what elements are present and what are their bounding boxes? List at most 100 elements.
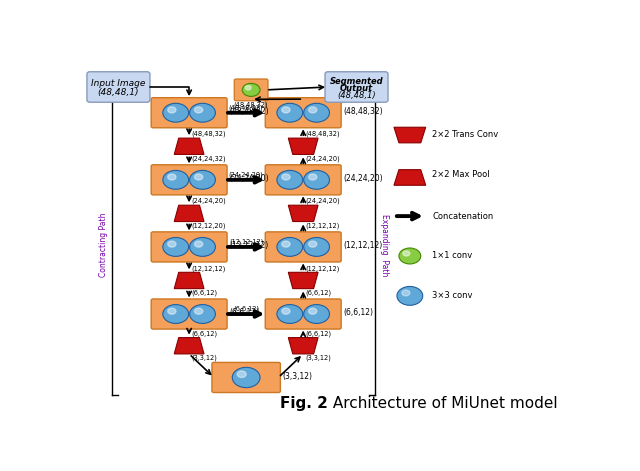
Circle shape (277, 103, 303, 122)
Circle shape (304, 237, 330, 256)
Text: (24,24,20): (24,24,20) (228, 171, 264, 178)
Circle shape (403, 251, 410, 256)
Text: Expanding  Path: Expanding Path (380, 214, 388, 276)
Text: (12,12,12): (12,12,12) (229, 238, 263, 245)
Text: (24,24,20): (24,24,20) (306, 198, 340, 204)
Text: Architecture of MiUnet model: Architecture of MiUnet model (328, 396, 557, 411)
Circle shape (195, 241, 203, 247)
Text: (3,3,12): (3,3,12) (191, 355, 218, 361)
FancyBboxPatch shape (87, 72, 150, 102)
Text: (48,48,32): (48,48,32) (234, 101, 268, 108)
Polygon shape (289, 338, 318, 354)
FancyBboxPatch shape (265, 232, 341, 262)
Circle shape (277, 171, 303, 189)
Circle shape (168, 107, 176, 113)
Polygon shape (289, 205, 318, 221)
FancyBboxPatch shape (265, 165, 341, 195)
Circle shape (168, 241, 176, 247)
Circle shape (304, 103, 330, 122)
Circle shape (304, 171, 330, 189)
Circle shape (168, 174, 176, 180)
FancyBboxPatch shape (265, 97, 341, 128)
Circle shape (308, 241, 317, 247)
Circle shape (397, 286, 423, 305)
Text: (12,12,12): (12,12,12) (229, 241, 268, 250)
Text: (48,48,1): (48,48,1) (337, 91, 376, 100)
Text: (12,12,12): (12,12,12) (191, 265, 226, 272)
Circle shape (163, 171, 189, 189)
FancyBboxPatch shape (234, 79, 268, 101)
Text: 3×3 conv: 3×3 conv (432, 292, 473, 300)
Text: (6,6,12): (6,6,12) (306, 289, 332, 296)
Text: Contracting Path: Contracting Path (99, 213, 108, 277)
Text: (6,6,12): (6,6,12) (343, 308, 373, 317)
Polygon shape (174, 138, 204, 154)
Text: Input Image: Input Image (92, 79, 146, 88)
FancyBboxPatch shape (325, 72, 388, 102)
Text: (48,48,32): (48,48,32) (306, 131, 340, 138)
Circle shape (195, 174, 203, 180)
Polygon shape (174, 338, 204, 354)
Circle shape (282, 308, 290, 314)
Text: (12,12,20): (12,12,20) (191, 222, 226, 229)
Text: (12,12,12): (12,12,12) (306, 265, 340, 272)
Circle shape (242, 83, 260, 97)
Text: (48,48,32): (48,48,32) (229, 107, 269, 116)
Text: Output: Output (340, 84, 373, 93)
Text: (3,3,12): (3,3,12) (306, 355, 332, 361)
Circle shape (282, 174, 290, 180)
Text: (6,6,12): (6,6,12) (191, 330, 218, 337)
Text: (12,12,12): (12,12,12) (306, 222, 340, 229)
Polygon shape (394, 127, 426, 143)
Text: Concatenation: Concatenation (432, 211, 493, 220)
Circle shape (195, 308, 203, 314)
FancyBboxPatch shape (151, 97, 227, 128)
Circle shape (282, 241, 290, 247)
Text: (6,6,12): (6,6,12) (229, 308, 259, 317)
Circle shape (399, 248, 420, 264)
Text: (24,24,20): (24,24,20) (343, 174, 383, 183)
Circle shape (189, 237, 216, 256)
Text: (6,6,12): (6,6,12) (233, 305, 259, 312)
Circle shape (277, 305, 303, 324)
Circle shape (402, 290, 410, 296)
Circle shape (304, 305, 330, 324)
Text: (24,24,20): (24,24,20) (229, 174, 269, 183)
Circle shape (308, 174, 317, 180)
Text: (24,24,20): (24,24,20) (191, 198, 227, 204)
Text: (12,12,12): (12,12,12) (343, 241, 382, 250)
Text: (24,24,32): (24,24,32) (191, 155, 226, 162)
Text: (48,48,32): (48,48,32) (343, 107, 383, 116)
Circle shape (168, 308, 176, 314)
Circle shape (163, 237, 189, 256)
Text: (6,6,12): (6,6,12) (191, 289, 218, 296)
Circle shape (308, 107, 317, 113)
Polygon shape (289, 138, 318, 154)
Polygon shape (174, 205, 204, 221)
Text: Segmented: Segmented (330, 77, 383, 86)
Polygon shape (174, 272, 204, 289)
Circle shape (308, 308, 317, 314)
Circle shape (245, 86, 251, 90)
FancyBboxPatch shape (151, 232, 227, 262)
Text: (48,48,32): (48,48,32) (229, 104, 264, 111)
Circle shape (237, 371, 246, 377)
Text: (3,3,12): (3,3,12) (282, 372, 312, 381)
Polygon shape (394, 170, 426, 185)
Text: Fig. 2: Fig. 2 (280, 396, 328, 411)
FancyBboxPatch shape (151, 299, 227, 329)
Text: (48,48,32): (48,48,32) (191, 131, 226, 138)
Circle shape (282, 107, 290, 113)
FancyBboxPatch shape (212, 362, 280, 392)
Polygon shape (289, 272, 318, 289)
Circle shape (189, 305, 216, 324)
FancyBboxPatch shape (265, 299, 341, 329)
Circle shape (163, 103, 189, 122)
Circle shape (189, 171, 216, 189)
Circle shape (195, 107, 203, 113)
Text: (24,24,20): (24,24,20) (306, 155, 340, 162)
Text: 1×1 conv: 1×1 conv (432, 252, 472, 260)
Circle shape (232, 367, 260, 388)
Text: 2×2 Max Pool: 2×2 Max Pool (432, 170, 490, 179)
FancyBboxPatch shape (151, 165, 227, 195)
